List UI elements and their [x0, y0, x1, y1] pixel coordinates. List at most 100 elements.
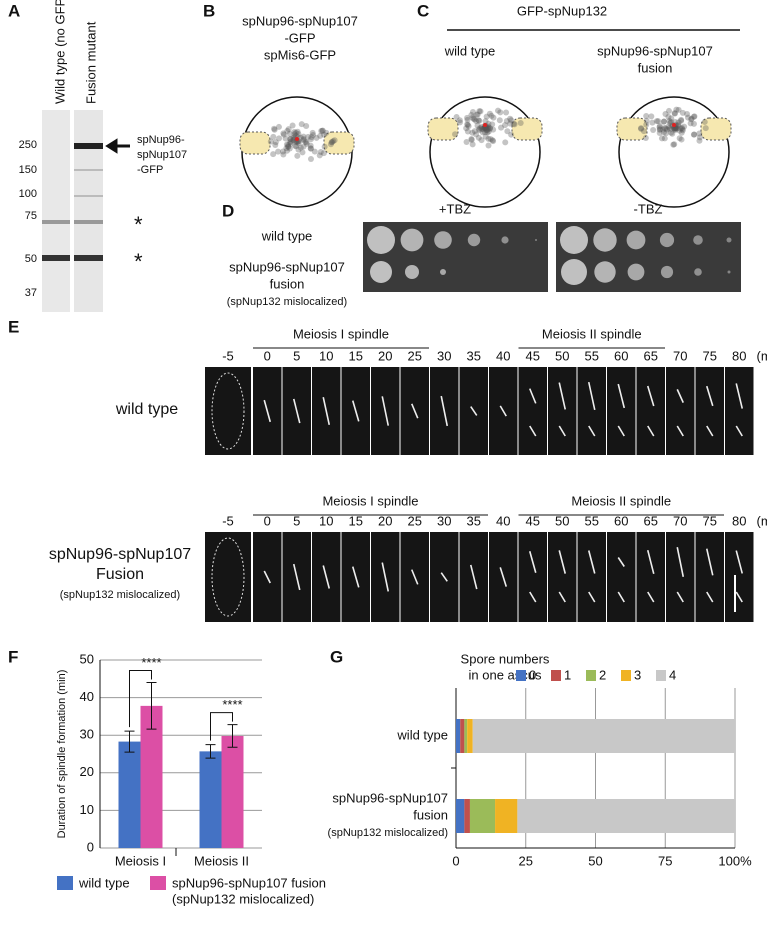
bar-segment: [460, 719, 464, 753]
colony-spot: [594, 261, 615, 282]
category-label: fusion: [413, 807, 448, 822]
signal-dot: [662, 111, 668, 117]
signal-dot: [643, 135, 649, 141]
spb-region: [240, 132, 270, 154]
signal-dot: [308, 156, 314, 162]
blot-band: [74, 220, 103, 224]
marker-label: 150: [19, 164, 37, 176]
time-label: 65: [644, 513, 658, 528]
colony-spot: [628, 264, 645, 281]
signal-dot: [680, 110, 686, 116]
time-label: 75: [703, 348, 717, 363]
frame-image: [637, 532, 666, 622]
legend-swatch: [586, 670, 596, 681]
blot-band: [74, 255, 103, 261]
unit-label: (min): [757, 513, 767, 528]
label: Meiosis II spindle: [571, 493, 671, 508]
frame-image: [696, 532, 725, 622]
bar-segment: [467, 719, 473, 753]
time-label: 50: [555, 513, 569, 528]
time-label: 30: [437, 513, 451, 528]
significance: ****: [222, 697, 242, 712]
frame-image: [666, 532, 695, 622]
time-label: 35: [467, 348, 481, 363]
signal-dot: [287, 146, 293, 152]
signal-dot: [504, 128, 510, 134]
bar-segment: [464, 799, 470, 833]
frame-image: [696, 367, 725, 455]
time-label: 40: [496, 348, 510, 363]
signal-dot: [466, 123, 472, 129]
colony-spot: [661, 266, 673, 278]
colony-spot: [660, 233, 674, 247]
signal-dot: [272, 127, 278, 133]
time-label: 80: [732, 348, 746, 363]
label: *: [134, 249, 143, 274]
signal-dot: [503, 109, 509, 115]
signal-dot: [294, 153, 300, 159]
signal-dot: [474, 112, 480, 118]
colony-spot: [468, 234, 480, 246]
time-label: -5: [222, 348, 234, 363]
legend-swatch: [150, 876, 166, 890]
blot-band: [42, 255, 70, 261]
signal-dot: [457, 117, 463, 123]
signal-dot: [465, 129, 471, 135]
lane-label: Fusion mutant: [83, 21, 98, 104]
signal-dot: [502, 122, 508, 128]
legend-title: Spore numbers: [461, 651, 550, 666]
time-label: 20: [378, 348, 392, 363]
signal-dot: [286, 126, 292, 132]
blot-band: [74, 195, 103, 197]
label: spNup96-spNup107: [229, 259, 345, 274]
x-tick-label: 0: [452, 853, 459, 868]
center-dot: [295, 137, 299, 141]
label: fusion: [270, 276, 305, 291]
colony-spot: [440, 269, 446, 275]
blot-band: [74, 169, 103, 171]
marker-label: 50: [25, 253, 37, 265]
x-tick-label: 100%: [718, 853, 752, 868]
signal-dot: [638, 126, 644, 132]
signal-dot: [669, 131, 675, 137]
signal-dot: [654, 118, 660, 124]
colony-spot: [367, 226, 395, 254]
colony-spot: [434, 231, 452, 249]
signal-dot: [518, 120, 524, 126]
signal-dot: [321, 150, 327, 156]
colony-spot: [693, 235, 703, 245]
marker-label: 250: [19, 139, 37, 151]
time-label: 15: [349, 513, 363, 528]
label: spNup96-: [137, 134, 185, 146]
legend-swatch: [57, 876, 73, 890]
bar-segment: [464, 719, 467, 753]
signal-dot: [664, 126, 670, 132]
x-tick-label: Meiosis II: [194, 853, 249, 868]
unit-label: (min): [757, 348, 767, 363]
bar-segment: [495, 799, 517, 833]
time-label: 40: [496, 513, 510, 528]
signal-dot: [677, 128, 683, 134]
arrow: [108, 141, 130, 151]
label: spNup96-spNup107: [49, 546, 191, 563]
signal-dot: [310, 132, 316, 138]
spb-region: [512, 118, 542, 140]
frame-image: [607, 532, 636, 622]
bar: [200, 751, 222, 848]
signal-dot: [469, 137, 475, 143]
frame-image: [519, 532, 548, 622]
signal-dot: [485, 142, 491, 148]
time-label: 60: [614, 348, 628, 363]
time-label: 35: [467, 513, 481, 528]
panel-letter: G: [330, 647, 343, 666]
signal-dot: [270, 151, 276, 157]
y-tick-label: 0: [87, 839, 94, 854]
legend-label: 1: [564, 667, 571, 682]
panel-letter: F: [8, 647, 18, 666]
center-dot: [672, 123, 676, 127]
category-label: spNup96-spNup107: [332, 790, 448, 805]
legend-swatch: [551, 670, 561, 681]
time-label: 10: [319, 348, 333, 363]
legend-swatch: [516, 670, 526, 681]
time-label: 65: [644, 348, 658, 363]
